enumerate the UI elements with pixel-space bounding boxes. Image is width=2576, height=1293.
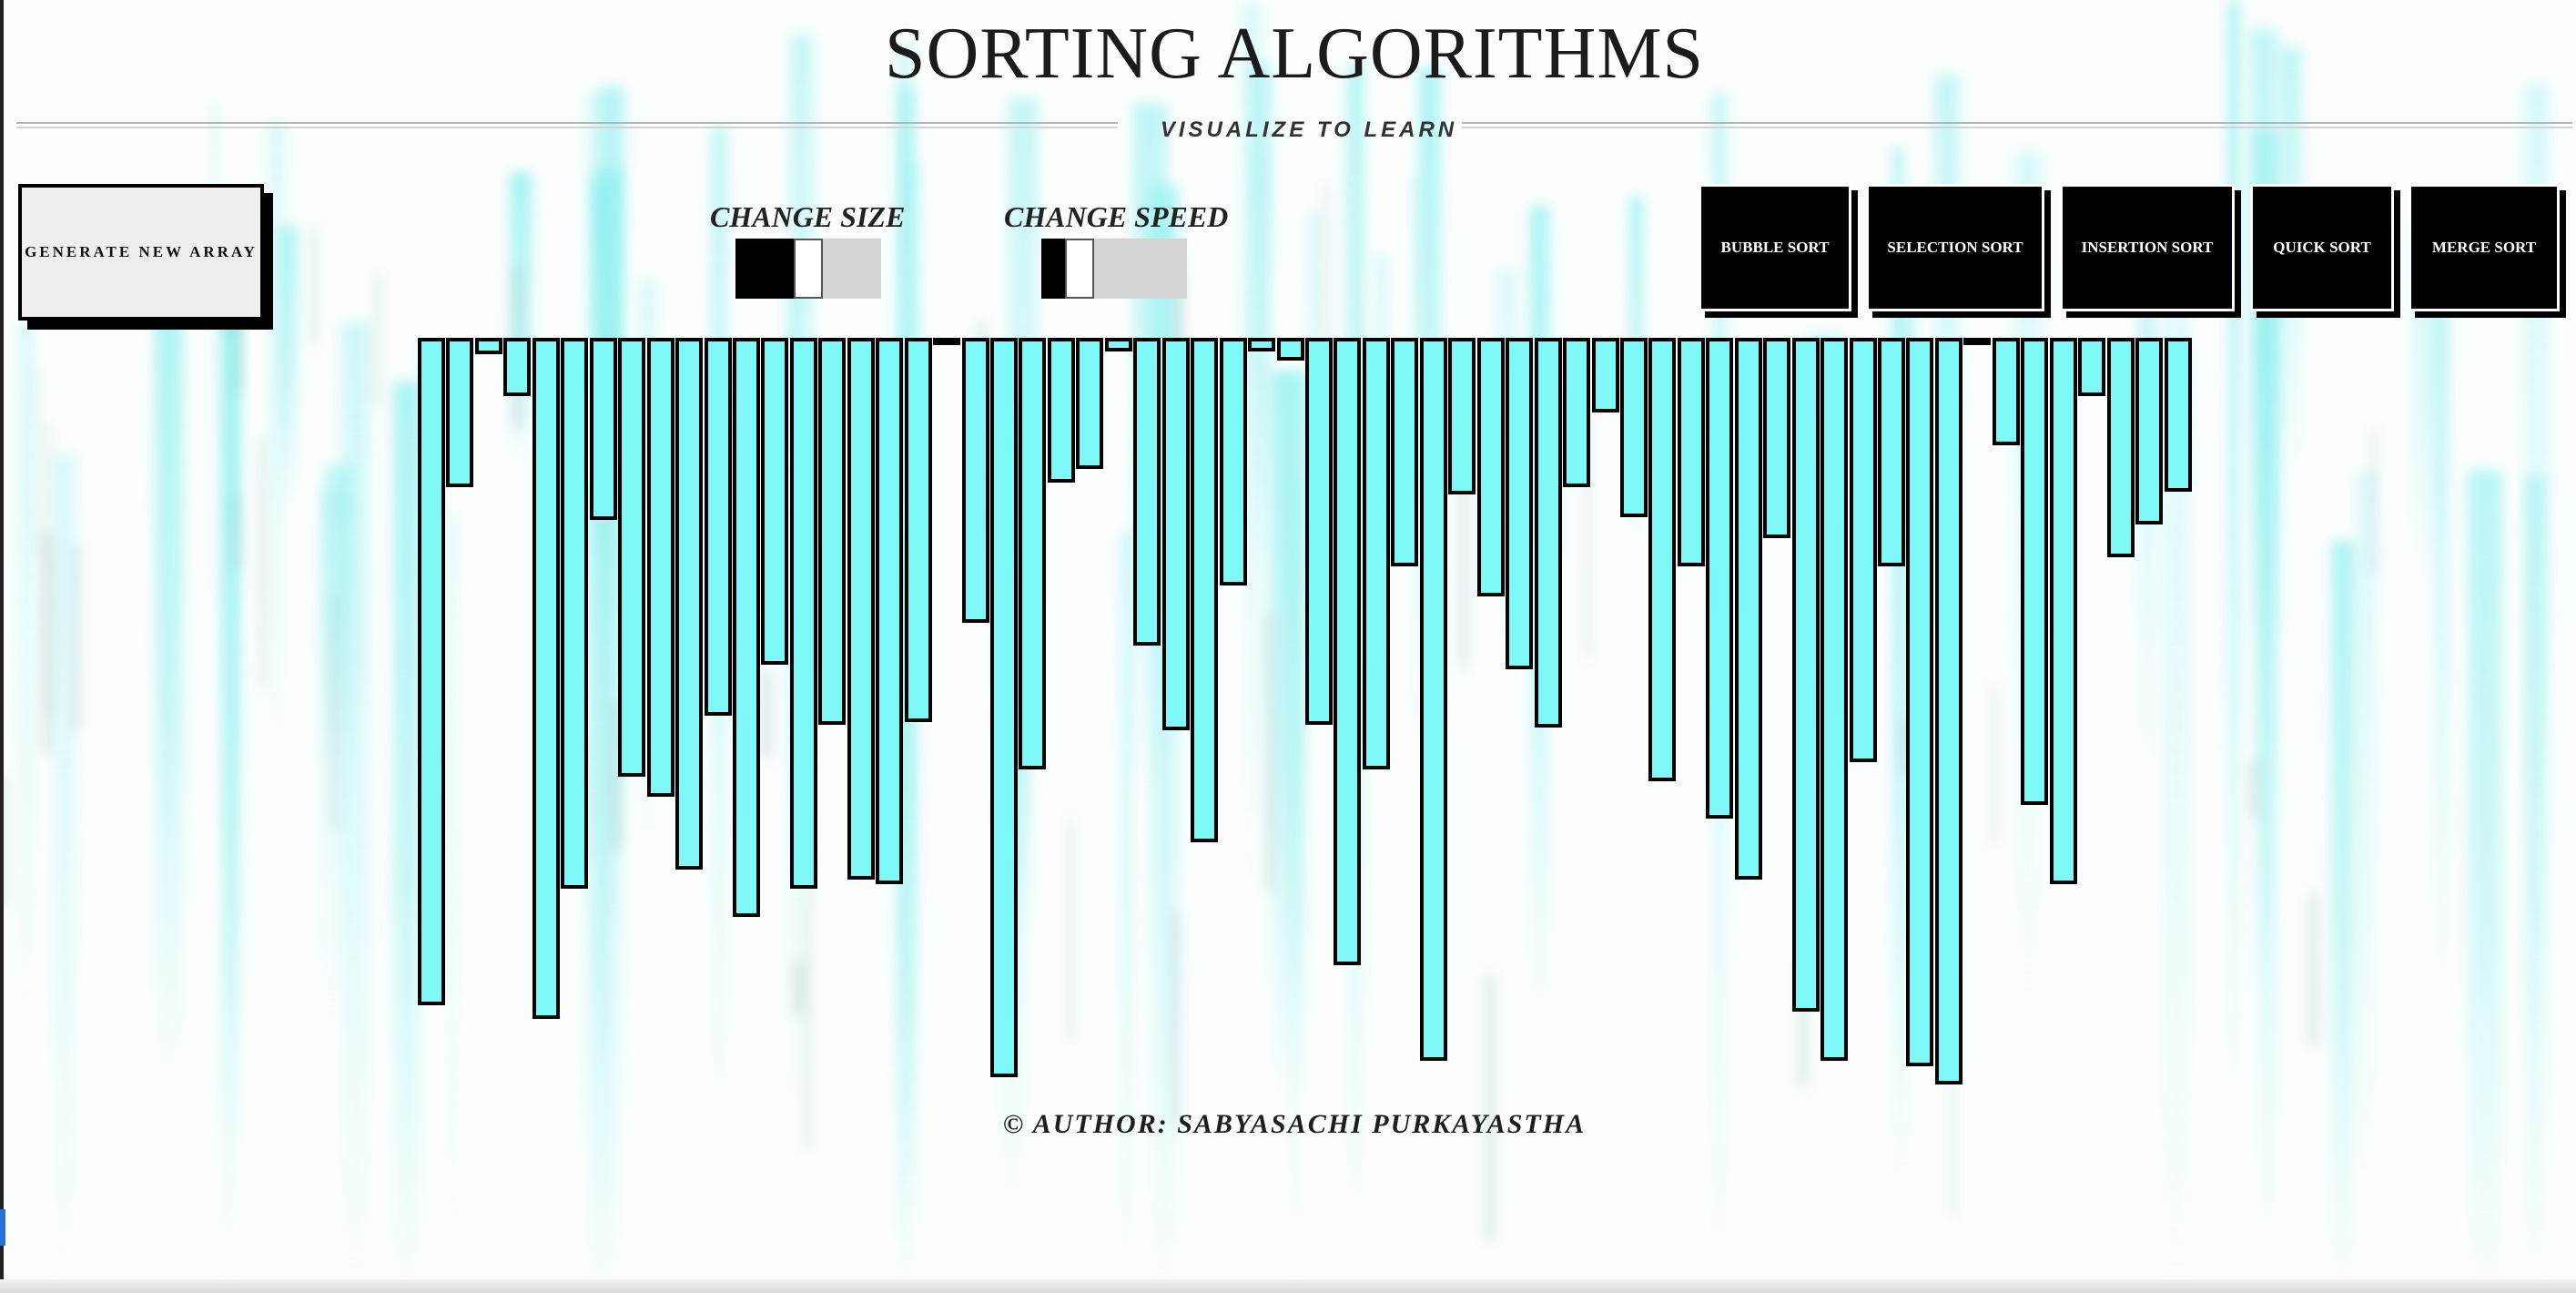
window-left-edge (0, 0, 4, 1293)
array-bar (1048, 338, 1075, 483)
array-bar (1620, 338, 1648, 517)
array-bar (1248, 338, 1275, 351)
merge-sort-button[interactable]: MERGE SORT (2409, 184, 2560, 311)
array-bar (761, 338, 788, 665)
quick-sort-button[interactable]: QUICK SORT (2250, 184, 2394, 311)
array-bar (1878, 338, 1905, 566)
array-bar (1448, 338, 1476, 494)
array-bar (1162, 338, 1190, 730)
array-bar (2165, 338, 2192, 492)
bubble-sort-button[interactable]: BUBBLE SORT (1699, 184, 1851, 311)
insertion-sort-button[interactable]: INSERTION SORT (2060, 184, 2235, 311)
array-bar (1678, 338, 1705, 566)
array-bar (1334, 338, 1361, 965)
title-divider-right (1462, 122, 2572, 128)
array-bar (503, 338, 531, 396)
array-bar (1506, 338, 1533, 669)
array-bar (2021, 338, 2048, 805)
array-bar (1906, 338, 1933, 1066)
array-bar (905, 338, 932, 722)
array-bar (590, 338, 617, 520)
change-size-label: CHANGE SIZE (710, 200, 906, 233)
array-bar (2107, 338, 2135, 557)
array-bar (790, 338, 817, 889)
array-bar (2050, 338, 2077, 884)
array-bar (561, 338, 588, 889)
array-bar (1076, 338, 1103, 469)
array-bar (1850, 338, 1877, 762)
array-bar (1220, 338, 1247, 585)
array-bar (1019, 338, 1046, 769)
array-bar (2135, 338, 2163, 524)
array-bar (1792, 338, 1820, 1012)
array-bar (1820, 338, 1848, 1061)
array-bar (1563, 338, 1590, 487)
array-bar (618, 338, 645, 777)
title-divider-left (16, 122, 1118, 128)
array-bar (1191, 338, 1218, 842)
array-bar (1305, 338, 1333, 725)
array-bar (705, 338, 732, 716)
page-subtitle: VISUALIZE TO LEARN (1160, 117, 1458, 142)
size-slider[interactable] (735, 239, 881, 299)
array-bar (1993, 338, 2020, 445)
array-bar (1133, 338, 1161, 646)
array-bar (876, 338, 903, 884)
array-bar (933, 338, 960, 345)
array-bar (733, 338, 760, 917)
array-bar (1592, 338, 1619, 412)
array-bar (847, 338, 875, 880)
array-bar (962, 338, 989, 623)
array-bar (1277, 338, 1304, 361)
array-bar (1706, 338, 1733, 819)
change-speed-label: CHANGE SPEED (1004, 200, 1229, 233)
array-bar (647, 338, 674, 797)
array-bars (418, 338, 2193, 1084)
array-bar (2078, 338, 2105, 396)
generate-new-array-button[interactable]: GENERATE NEW ARRAY (18, 184, 264, 321)
array-bar (675, 338, 703, 870)
array-bar (1363, 338, 1390, 769)
author-credit: © AUTHOR: SABYASACHI PURKAYASTHA (1002, 1109, 1587, 1139)
array-bar (446, 338, 473, 487)
page-title: SORTING ALGORITHMS (885, 14, 1704, 94)
speed-slider-thumb[interactable] (1065, 239, 1094, 299)
array-bar (1477, 338, 1505, 596)
array-bar (1105, 338, 1132, 351)
array-bar (990, 338, 1018, 1077)
size-slider-fill (735, 239, 794, 299)
array-bar (1763, 338, 1790, 538)
array-bar (818, 338, 846, 725)
array-bar (1735, 338, 1762, 880)
array-bar (532, 338, 560, 1019)
selection-sort-button[interactable]: SELECTION SORT (1866, 184, 2044, 311)
main-content: SORTING ALGORITHMS VISUALIZE TO LEARN GE… (16, 9, 2572, 1279)
speed-slider-fill (1041, 239, 1065, 299)
array-bar (1963, 338, 1991, 345)
array-bar (1420, 338, 1447, 1061)
array-bar (475, 338, 502, 354)
array-bar (1535, 338, 1562, 728)
window-side-tab (0, 1209, 5, 1246)
array-bar (1391, 338, 1418, 566)
speed-slider[interactable] (1041, 239, 1187, 299)
array-bar (418, 338, 445, 1005)
window-bottom-edge (0, 1279, 2576, 1293)
array-bar (1935, 338, 1962, 1084)
size-slider-thumb[interactable] (794, 239, 823, 299)
array-bar (1648, 338, 1676, 781)
